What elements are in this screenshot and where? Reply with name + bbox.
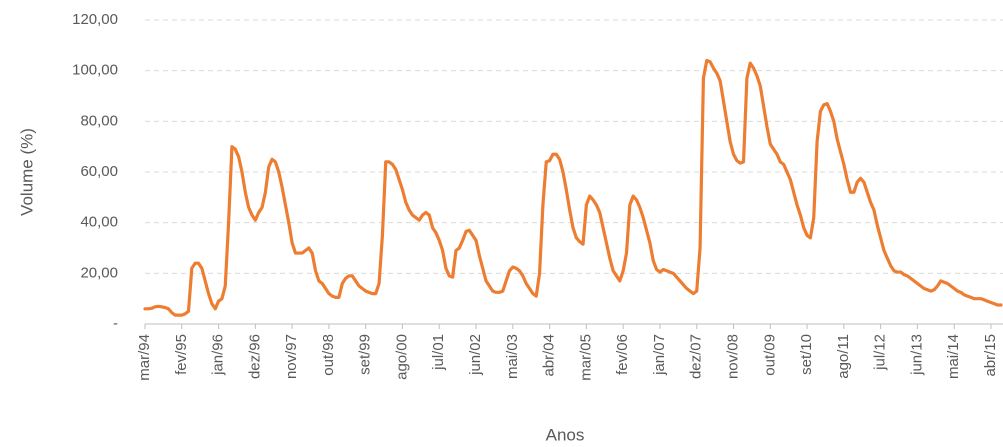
x-tick-label: jan/07 [651,334,668,376]
y-tick-label: 60,00 [80,163,118,180]
x-tick-label: abr/04 [541,334,558,377]
x-axis-title: Anos [546,425,585,444]
x-tick-label: fev/06 [614,334,631,375]
x-tick-label: abr/15 [982,334,999,377]
x-tick-label: dez/96 [246,334,263,379]
x-tick-label: mai/03 [504,334,521,379]
x-tick-label: ago/00 [393,334,410,380]
x-tick-label: jun/13 [908,334,925,376]
y-tick-label: - [113,315,118,332]
x-tick-label: fev/95 [173,334,190,375]
y-tick-label: 120,00 [72,11,118,28]
x-tick-label: ago/11 [835,334,852,379]
line-series [143,58,1003,317]
x-tick-label: jul/12 [872,334,889,371]
x-tick-label: jan/96 [210,334,227,376]
y-tick-label: 80,00 [80,112,118,129]
y-axis-title: Volume (%) [17,128,36,216]
x-tick-label: jun/02 [467,334,484,376]
x-tick-label: out/09 [761,334,778,376]
x-tick-label: jul/01 [430,334,447,371]
y-tick-label: 20,00 [80,264,118,281]
x-tick-label: set/99 [357,334,374,375]
x-tick-label: set/10 [798,334,815,375]
x-tick-label: nov/97 [283,334,300,379]
x-tick-label: out/98 [320,334,337,376]
x-tick-label: mai/14 [945,334,962,379]
x-tick-label: dez/07 [688,334,705,379]
x-tick-label: mar/94 [136,334,153,381]
x-tick-label: mar/05 [577,334,594,381]
x-tick-label: nov/08 [724,334,741,379]
y-tick-label: 40,00 [80,214,118,231]
y-tick-label: 100,00 [72,62,118,79]
